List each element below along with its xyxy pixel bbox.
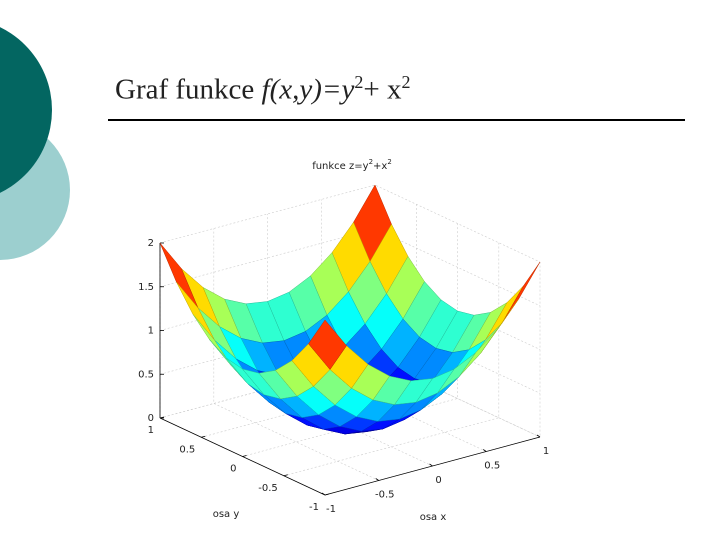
y-tick <box>242 455 247 457</box>
dark-circle <box>0 27 52 193</box>
chart-title-sup: 2 <box>369 158 373 166</box>
surface-patch <box>159 242 199 309</box>
grid-line <box>159 315 541 394</box>
y-tick-label: -0.5 <box>258 483 278 494</box>
chart-title: funkce z=y2+x2 <box>312 158 392 172</box>
y-tick <box>159 416 165 419</box>
chart-title-text: funkce z=y <box>312 161 368 172</box>
y-tick-label: -1 <box>309 502 319 513</box>
surface-patch <box>501 261 541 324</box>
x-axis-label: osa x <box>420 512 447 523</box>
z-tick-label: 0 <box>148 413 154 424</box>
z-tick-label: 1.5 <box>138 282 154 293</box>
y-axis-label: osa y <box>213 509 240 520</box>
surface-patch <box>308 319 347 370</box>
chart-title-text: +x <box>373 161 387 172</box>
y-tick-label: 0.5 <box>179 444 195 455</box>
x-tick <box>536 434 541 438</box>
grid-line <box>320 199 487 452</box>
title-sup: 2 <box>401 72 411 92</box>
y-tick <box>201 435 206 438</box>
x-tick <box>429 463 433 467</box>
x-tick-label: 0 <box>435 475 441 486</box>
title-sup: 2 <box>354 72 364 92</box>
x-tick-label: 1 <box>543 446 549 457</box>
z-tick-label: 2 <box>148 238 154 249</box>
x-tick <box>483 449 487 452</box>
title-text: f(x,y) <box>261 73 322 106</box>
y-tick <box>324 493 330 496</box>
y-tick-label: 0 <box>230 464 236 475</box>
x-tick-label: -1 <box>326 504 336 515</box>
title-text: Graf funkce <box>115 73 262 106</box>
grid-line <box>159 359 541 438</box>
title-text: =y <box>321 73 355 106</box>
x-tick <box>375 478 379 481</box>
chart-title-sup: 2 <box>387 158 391 166</box>
grid-line <box>267 214 433 467</box>
grid-line <box>213 228 379 481</box>
x-tick-label: 0.5 <box>484 461 500 472</box>
slide-title: Graf funkce f(x,y)=y2+ x2 <box>115 72 410 107</box>
grid-line <box>159 184 541 263</box>
y-tick-label: 1 <box>148 425 154 436</box>
z-tick-label: 1 <box>148 326 154 337</box>
x-tick-label: -0.5 <box>375 490 395 501</box>
y-tick <box>283 474 288 477</box>
z-tick-label: 0.5 <box>138 369 154 380</box>
x-tick <box>321 492 326 496</box>
grid-line <box>159 228 541 307</box>
title-text: + x <box>363 73 402 106</box>
